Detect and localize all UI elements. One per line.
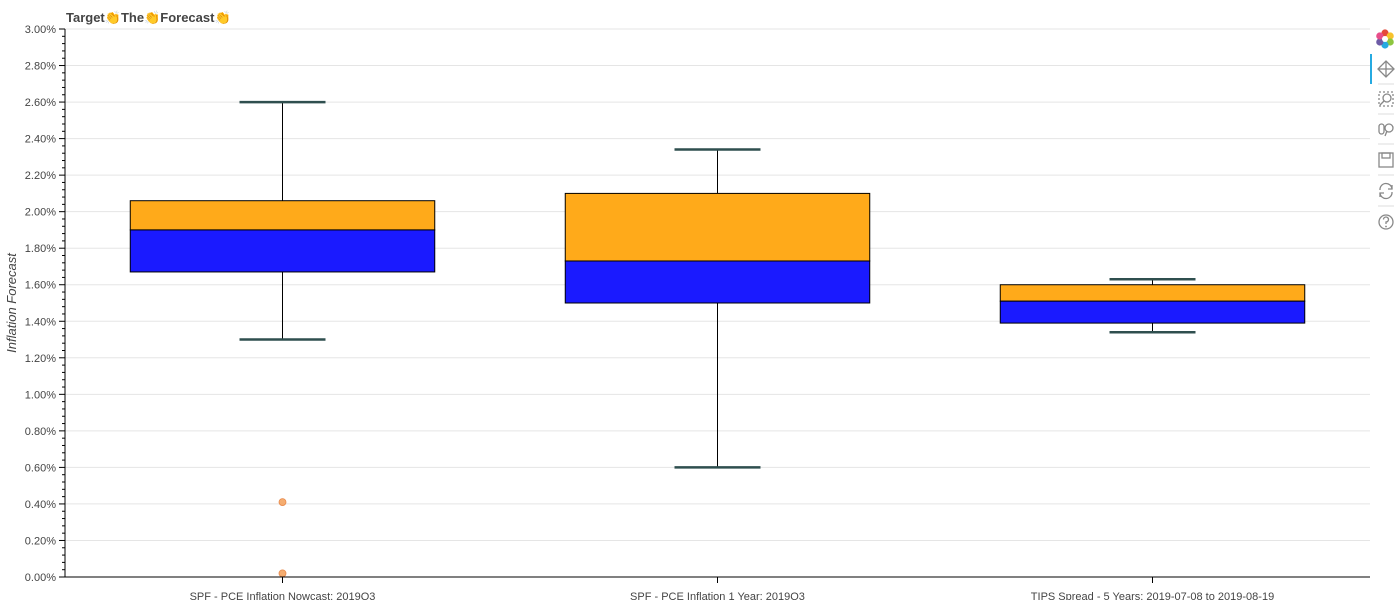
box-plot-2 [564, 148, 871, 469]
y-tick-label: 0.60% [25, 462, 56, 474]
box-plot-3 [999, 278, 1306, 334]
y-tick-label: 1.60% [25, 280, 56, 292]
y-tick-label: 2.00% [25, 207, 56, 219]
box-plots [129, 100, 1306, 578]
upper-box [999, 284, 1306, 302]
y-tick-label: 0.80% [25, 426, 56, 438]
y-tick-label: 0.20% [25, 535, 56, 547]
bokeh-logo-icon[interactable] [1376, 29, 1394, 49]
y-tick-label: 2.20% [25, 170, 56, 182]
y-tick-label: 2.60% [25, 97, 56, 109]
upper-box [564, 192, 871, 262]
save-icon[interactable] [1378, 152, 1394, 168]
y-tick-label: 3.00% [25, 24, 56, 36]
x-category-label: TIPS Spread - 5 Years: 2019-07-08 to 201… [1031, 591, 1274, 600]
help-icon[interactable] [1378, 214, 1394, 230]
toolbar [1370, 29, 1395, 230]
upper-box [129, 200, 436, 231]
box-plot-1 [129, 100, 436, 578]
lower-box [564, 260, 871, 304]
y-tick-label: 0.00% [25, 572, 56, 584]
y-tick-label: 1.40% [25, 316, 56, 328]
y-tick-label: 1.80% [25, 243, 56, 255]
y-axis-title: Inflation Forecast [4, 252, 19, 353]
y-tick-label: 2.40% [25, 134, 56, 146]
pan-icon[interactable] [1377, 60, 1395, 78]
y-tick-label: 1.00% [25, 389, 56, 401]
x-category-label: SPF - PCE Inflation Nowcast: 2019Q3 [190, 591, 376, 600]
outlier-point [278, 569, 287, 578]
lower-box [129, 229, 436, 273]
axes: 0.00% 0.20% 0.40% 0.60% 0.80% 1.00% 1.20% 1.40%… [25, 24, 1370, 600]
chart-title: Target👏The👏Forecast👏 [66, 10, 231, 25]
lower-box [999, 300, 1306, 324]
y-tick-label: 2.80% [25, 61, 56, 73]
x-category-label: SPF - PCE Inflation 1 Year: 2019Q3 [630, 591, 805, 600]
y-tick-label: 1.20% [25, 353, 56, 365]
reset-icon[interactable] [1379, 182, 1393, 200]
outlier-point [278, 498, 287, 507]
y-tick-label: 0.40% [25, 499, 56, 511]
wheel-zoom-icon[interactable] [1378, 123, 1394, 137]
box-zoom-icon[interactable] [1378, 91, 1394, 107]
